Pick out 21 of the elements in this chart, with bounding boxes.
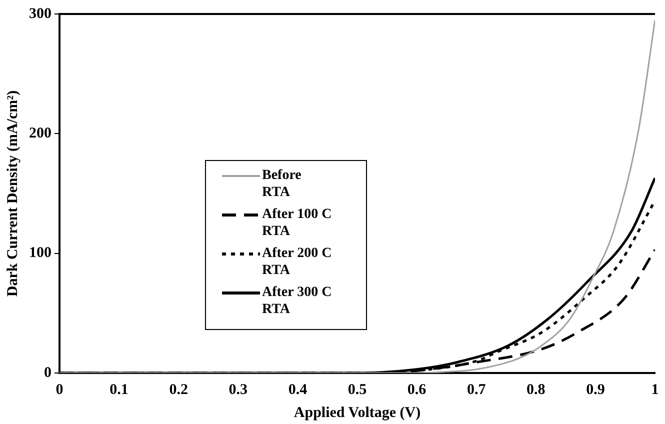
x-tick-label: 0.4 — [288, 382, 308, 398]
x-tick-label: 0.8 — [526, 382, 546, 398]
x-tick-label: 0.7 — [466, 382, 486, 398]
legend-label: After 300 C RTA — [262, 284, 332, 318]
y-tick-label: 0 — [44, 364, 52, 381]
x-tick-label: 0.5 — [348, 382, 367, 398]
y-tick-label: 300 — [29, 6, 52, 22]
x-tick-label: 0.9 — [586, 382, 605, 398]
x-tick-label: 1 — [651, 382, 659, 398]
x-tick-label: 0 — [56, 382, 64, 398]
legend-label: Before RTA — [262, 167, 302, 201]
x-tick-label: 0.6 — [407, 382, 427, 398]
y-tick-label: 100 — [29, 245, 52, 262]
legend-label: After 100 C RTA — [262, 206, 332, 240]
y-tick-label: 200 — [29, 126, 52, 142]
x-tick-label: 0.1 — [110, 382, 128, 398]
x-tick-label: 0.2 — [169, 382, 188, 398]
y-axis-title: Dark Current Density (mA/cm²) — [4, 90, 21, 297]
x-tick-label: 0.3 — [228, 382, 248, 398]
legend-label: After 200 C RTA — [262, 245, 332, 279]
x-axis-title: Applied Voltage (V) — [294, 404, 421, 421]
